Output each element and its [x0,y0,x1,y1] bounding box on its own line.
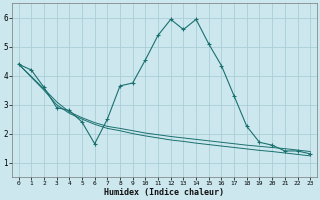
X-axis label: Humidex (Indice chaleur): Humidex (Indice chaleur) [104,188,224,197]
